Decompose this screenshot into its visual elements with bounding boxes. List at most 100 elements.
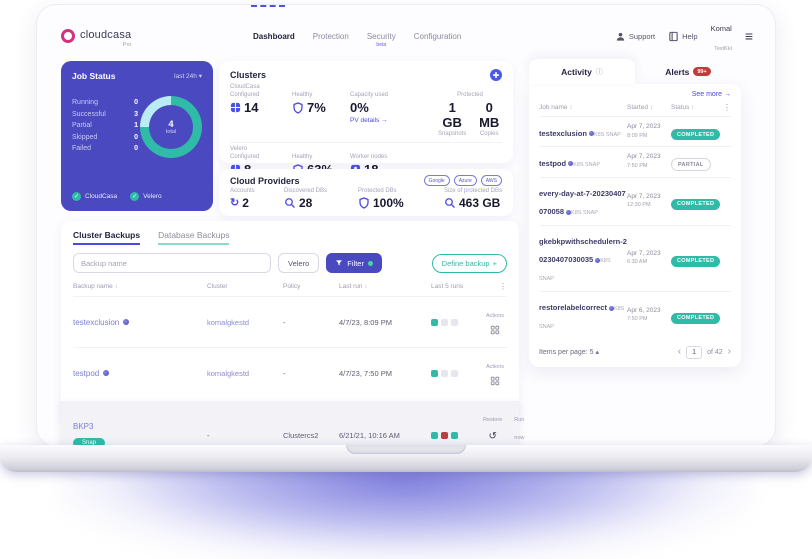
last-5-runs-indicator (431, 369, 483, 377)
user-tenant: TestKkl (714, 46, 732, 52)
list-item[interactable]: testexclusion K8S SNAP Apr 7, 2023 8:09 PM… (539, 116, 731, 146)
status-badge: COMPLETED (671, 198, 721, 210)
cluster-avatar-icon (588, 131, 594, 137)
pv-details-link[interactable]: PV details → (350, 117, 388, 124)
cloudcasa-metrics: Configured 14 Healthy 7% Capacity used 0… (230, 92, 502, 137)
check-icon: ✓ (72, 192, 81, 201)
metric-protected-size: Size of protected DBs 463 GB (443, 188, 502, 210)
backups-card: Cluster Backups Database Backups Velero … (61, 221, 524, 446)
table-options-icon[interactable]: ⋮ (723, 103, 731, 112)
sort-icon: ↕ (364, 284, 368, 290)
stat-failed: Failed 0 (72, 145, 138, 152)
row-actions-button[interactable]: Actions (483, 355, 507, 391)
job-status-card: Job Status last 24h ▾ Running 0 Successfu… (61, 61, 213, 211)
items-per-page-select[interactable]: Items per page: 5 ▴ (539, 349, 599, 356)
filter-active-dot (367, 260, 373, 266)
tab-security[interactable]: Security beta (366, 31, 396, 48)
tab-activity[interactable]: Activity ⓘ (529, 59, 635, 84)
table-row[interactable]: testpod komalgkestd - 4/7/23, 7:50 PM Ac… (73, 347, 507, 398)
arrow-right-icon: → (381, 117, 388, 124)
activity-panel: Activity ⓘ Alerts 99+ See more → Job nam… (529, 59, 741, 367)
laptop-notch (346, 445, 466, 454)
filter-cloudcasa-checkbox[interactable]: ✓ CloudCasa (72, 192, 118, 201)
run-now-button[interactable]: Run now ▷ (514, 417, 525, 441)
restore-button[interactable]: Restore ↺ (483, 417, 503, 442)
app-logo[interactable]: cloudcasa Pro (61, 25, 211, 48)
col-backup-name[interactable]: Backup name ↕ (73, 283, 118, 290)
job-status-donut-chart: 4 total (140, 96, 202, 158)
col-last-run[interactable]: Last run ↕ (339, 283, 368, 290)
check-icon: ✓ (130, 192, 140, 201)
donut-total-label: total (165, 129, 177, 135)
col-started[interactable]: Started ↕ (627, 104, 653, 111)
col-job-name[interactable]: Job name ↕ (539, 104, 573, 111)
job-status-filters: ✓ CloudCasa ✓ Velero (72, 192, 162, 201)
tab-configuration[interactable]: Configuration (413, 31, 462, 41)
next-page-button[interactable]: › (727, 346, 731, 357)
chevron-down-icon: ▾ (198, 73, 202, 80)
table-options-icon[interactable]: ⋮ (499, 282, 507, 291)
row-actions-button[interactable]: Actions (483, 304, 507, 340)
activity-table-header: Job name ↕ Started ↕ Status ↕ ⋮ (539, 103, 731, 116)
time-range-dropdown[interactable]: last 24h ▾ (174, 73, 202, 80)
cloudcasa-group-label: CloudCasa (230, 84, 260, 90)
stat-partial: Partial 1 (72, 122, 138, 129)
nav-tabs: Dashboard Protection Security beta Config… (253, 31, 462, 48)
table-row-selected[interactable]: BKP3 Snap - Clustercs2 6/21/21, 10:16 AM… (61, 401, 524, 446)
tab-dashboard[interactable]: Dashboard (253, 31, 295, 41)
tab-protection[interactable]: Protection (312, 31, 349, 41)
activity-card: See more → Job name ↕ Started ↕ Status ↕… (529, 84, 741, 367)
filter-velero-checkbox[interactable]: ✓ Velero (130, 192, 162, 201)
backup-name-search-input[interactable] (73, 253, 271, 273)
velero-group-label: Velero (230, 146, 248, 152)
cluster-avatar-icon (566, 209, 572, 215)
tab-alerts[interactable]: Alerts 99+ (635, 59, 741, 84)
accounts-sync-icon: ↻ (230, 196, 240, 209)
filter-button[interactable]: Filter (326, 253, 382, 273)
list-item[interactable]: restorelabelcorrect K8S SNAP Apr 6, 2023 7… (539, 290, 731, 339)
backups-tabs: Cluster Backups Database Backups (73, 230, 507, 245)
see-more-link[interactable]: See more → (691, 91, 731, 98)
job-status-stats: Running 0 Successful 3 Partial 1 Skipped 0 F… (72, 99, 138, 158)
list-item[interactable]: gkebkpwithschedulern-20230407030035 K8S S… (539, 224, 731, 291)
actions-grid-icon (490, 325, 500, 335)
col-status[interactable]: Status ↕ (671, 104, 695, 111)
support-button[interactable]: Support (615, 31, 655, 42)
table-row[interactable]: testexclusion komalgkestd - 4/7/23, 8:09… (73, 296, 507, 347)
status-badge: COMPLETED (671, 129, 721, 140)
sort-icon: ↕ (114, 284, 118, 290)
tab-cluster-backups[interactable]: Cluster Backups (73, 230, 141, 245)
cloud-providers-card: Cloud Providers Google Azure AWS Account… (219, 169, 513, 216)
divider (230, 142, 502, 143)
hamburger-menu-icon[interactable]: ≡ (744, 28, 753, 44)
define-backup-button[interactable]: Define backup + (431, 253, 507, 273)
velero-filter-chip[interactable]: Velero (278, 253, 320, 273)
logo-text: cloudcasa (80, 28, 132, 41)
shield-icon (359, 197, 369, 209)
cloudcasa-logo-icon (61, 29, 75, 43)
info-icon[interactable]: ⓘ (595, 68, 603, 76)
tab-database-backups[interactable]: Database Backups (158, 230, 230, 245)
status-badge: COMPLETED (671, 255, 721, 267)
shield-icon (293, 101, 303, 114)
stat-skipped: Skipped 0 (72, 133, 138, 141)
list-item[interactable]: every-day-at-7-20230407070058 K8S SNAP Ap… (539, 176, 731, 225)
magnifier-icon (445, 198, 455, 208)
laptop-screen: cloudcasa Pro Dashboard Protection Secur… (36, 4, 776, 447)
help-button[interactable]: Help (668, 31, 698, 42)
clusters-settings-icon[interactable]: ✚ (490, 69, 502, 81)
stat-running: Running 0 (72, 99, 138, 106)
chevron-up-icon: ▴ (595, 349, 599, 356)
prev-page-button[interactable]: ‹ (677, 346, 682, 357)
user-menu[interactable]: Komal TestKkl (711, 17, 732, 55)
cluster-icon (230, 102, 241, 113)
donut-total: 4 (168, 119, 174, 129)
list-item[interactable]: testpod K8S SNAP Apr 7, 2023 7:50 PM PARTI… (539, 146, 731, 177)
plus-icon: + (492, 258, 497, 268)
last-5-runs-indicator (431, 431, 483, 439)
support-person-icon (616, 32, 625, 41)
metric-capacity: Capacity used 0% PV details → (350, 92, 438, 137)
active-tab-marker (251, 5, 285, 7)
metric-accounts: Accounts ↻ 2 (230, 188, 255, 210)
